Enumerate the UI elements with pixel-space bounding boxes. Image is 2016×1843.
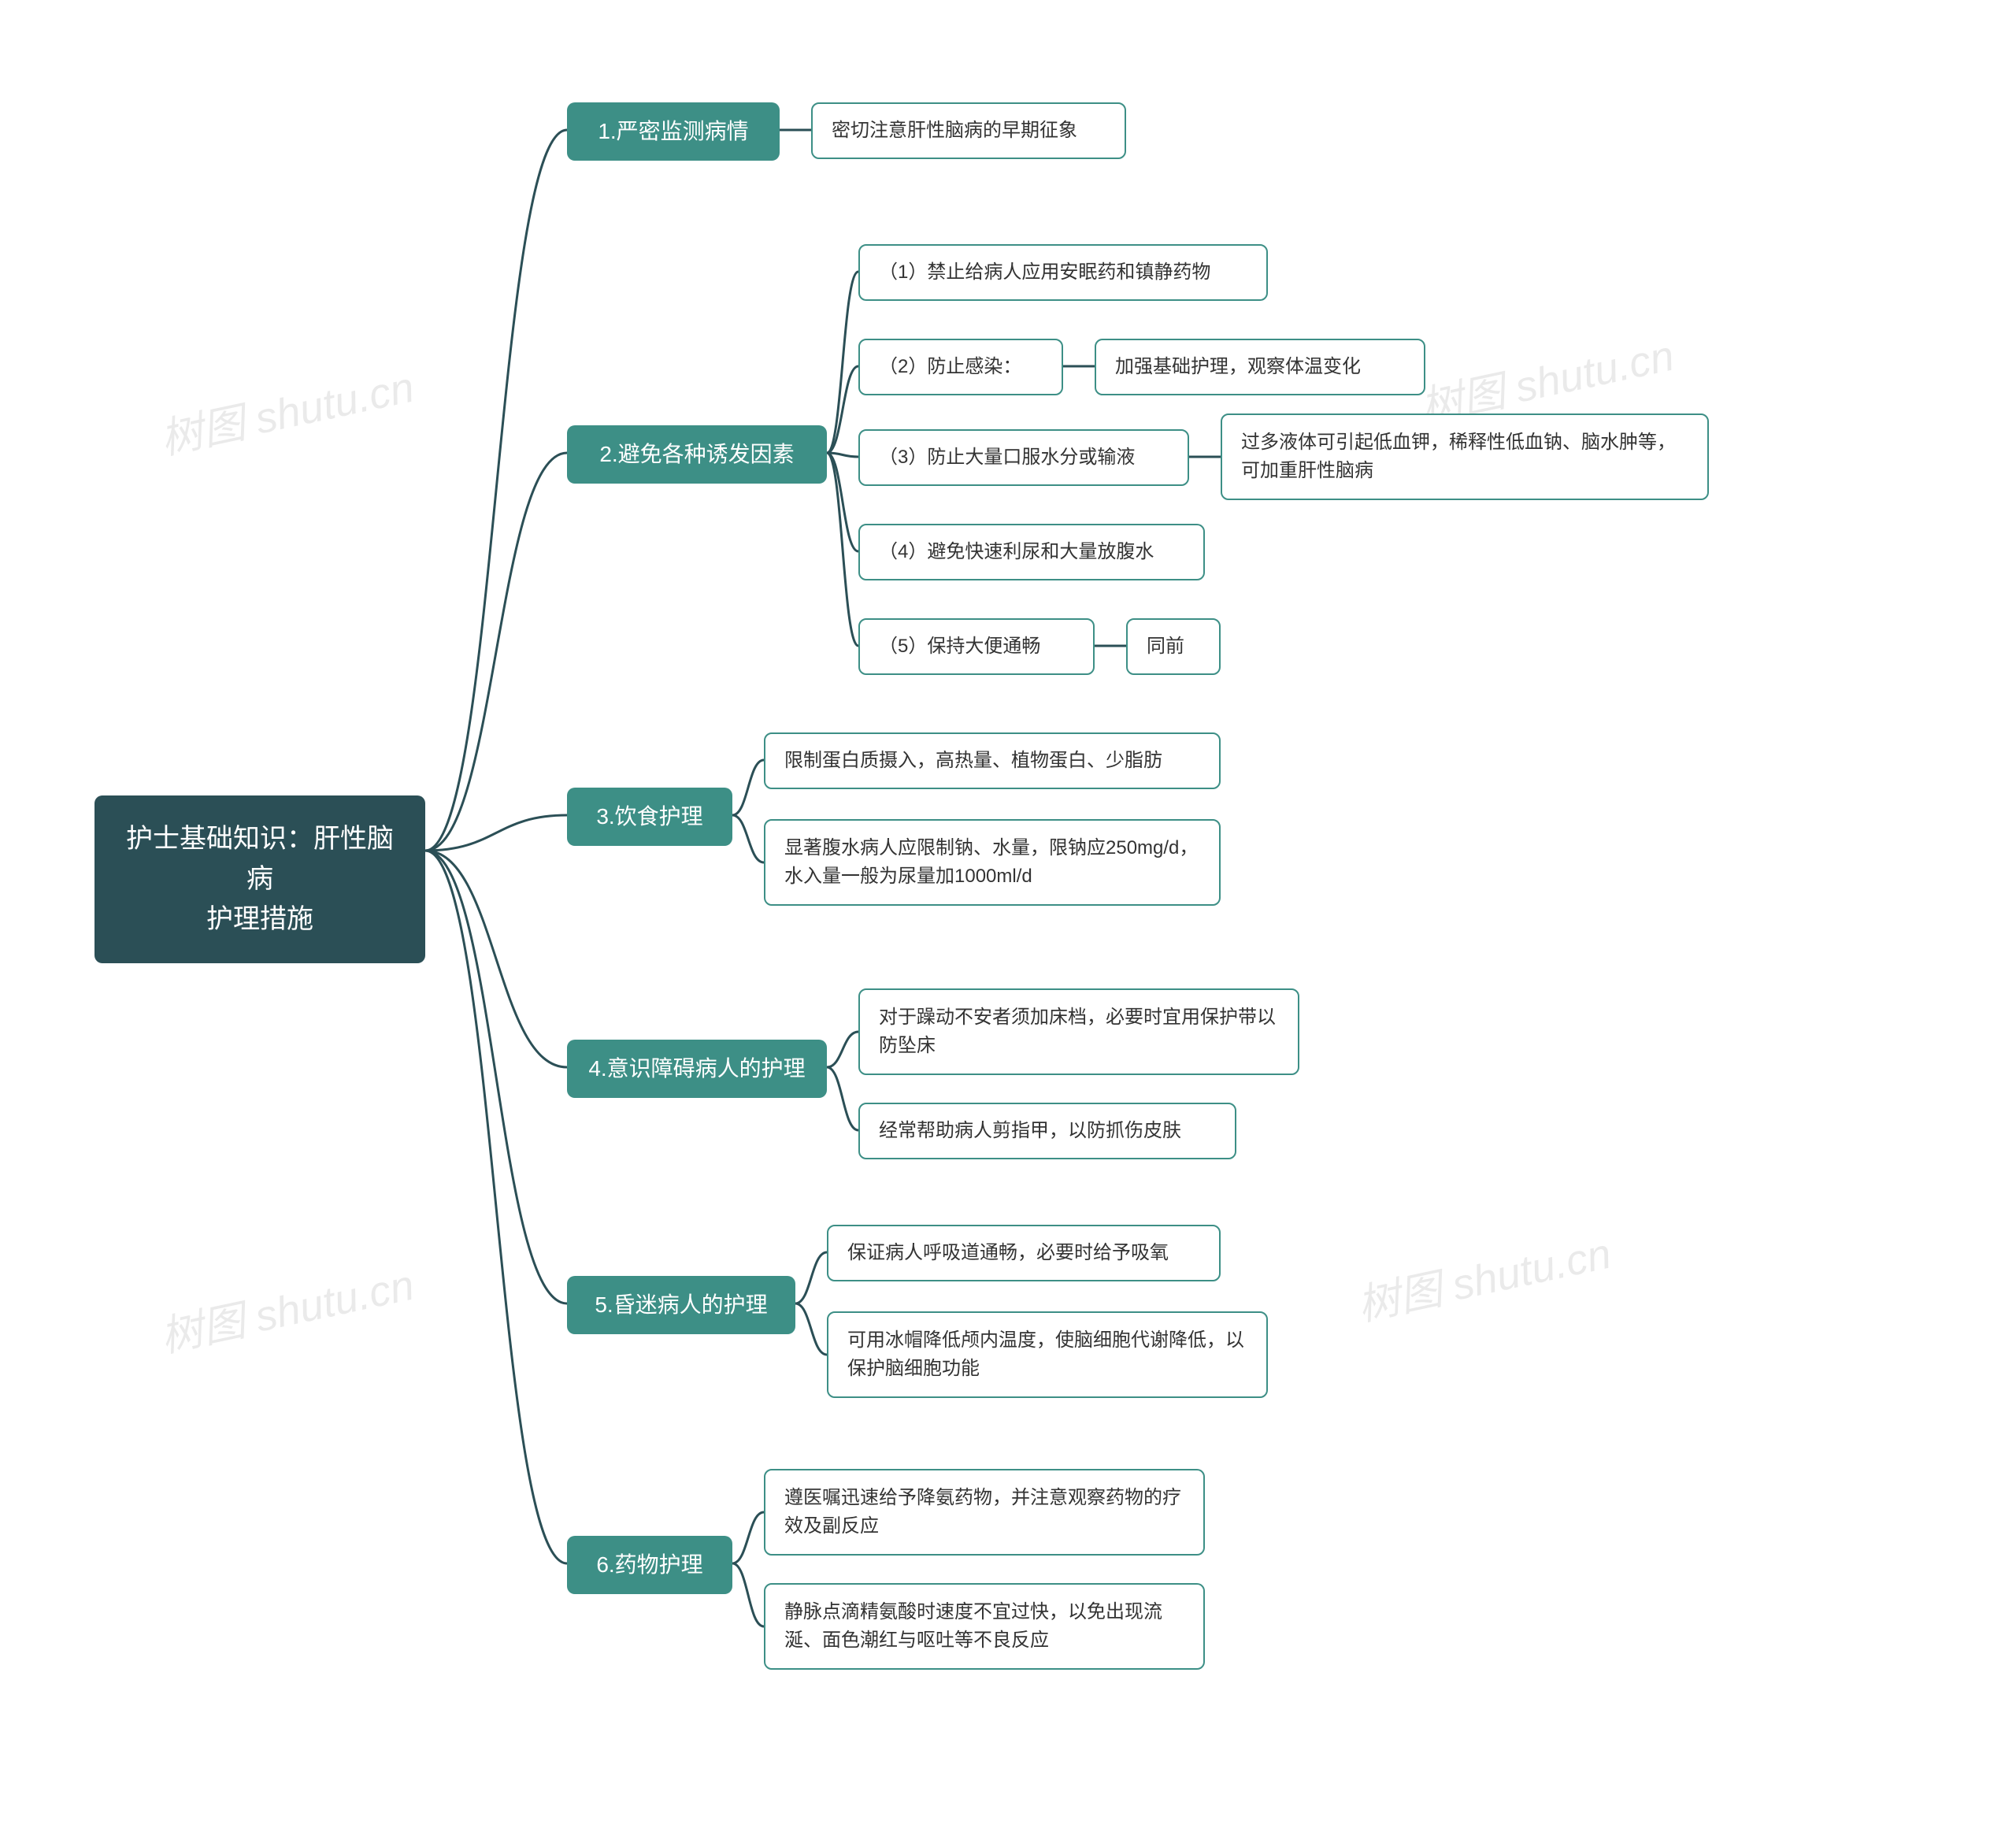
watermark: 树图 shutu.cn (154, 352, 418, 466)
watermark: 树图 shutu.cn (154, 1250, 418, 1364)
root-line1: 护士基础知识：肝性脑病 (113, 819, 406, 899)
watermark: 树图 shutu.cn (1351, 1218, 1615, 1333)
branch-2-child-5-sub: 同前 (1126, 618, 1221, 675)
branch-2-child-5: （5）保持大便通畅 (858, 618, 1095, 675)
branch-4-child-1: 对于躁动不安者须加床档，必要时宜用保护带以防坠床 (858, 988, 1299, 1075)
branch-4: 4.意识障碍病人的护理 (567, 1040, 827, 1098)
branch-6: 6.药物护理 (567, 1536, 732, 1594)
root-line2: 护理措施 (113, 899, 406, 940)
branch-2-child-2: （2）防止感染： (858, 339, 1063, 395)
branch-2-child-3: （3）防止大量口服水分或输液 (858, 429, 1189, 486)
branch-2-child-3-sub: 过多液体可引起低血钾，稀释性低血钠、脑水肿等，可加重肝性脑病 (1221, 413, 1709, 500)
branch-3-child-2: 显著腹水病人应限制钠、水量，限钠应250mg/d，水入量一般为尿量加1000ml… (764, 819, 1221, 906)
branch-5-child-1: 保证病人呼吸道通畅，必要时给予吸氧 (827, 1225, 1221, 1281)
branch-3: 3.饮食护理 (567, 788, 732, 846)
root-node: 护士基础知识：肝性脑病 护理措施 (94, 795, 425, 963)
branch-3-child-1: 限制蛋白质摄入，高热量、植物蛋白、少脂肪 (764, 732, 1221, 789)
branch-4-child-2: 经常帮助病人剪指甲，以防抓伤皮肤 (858, 1103, 1236, 1159)
branch-5-child-2: 可用冰帽降低颅内温度，使脑细胞代谢降低，以保护脑细胞功能 (827, 1311, 1268, 1398)
branch-5: 5.昏迷病人的护理 (567, 1276, 795, 1334)
branch-6-child-2: 静脉点滴精氨酸时速度不宜过快，以免出现流涎、面色潮红与呕吐等不良反应 (764, 1583, 1205, 1670)
branch-2-child-2-sub: 加强基础护理，观察体温变化 (1095, 339, 1425, 395)
branch-2-child-4: （4）避免快速利尿和大量放腹水 (858, 524, 1205, 580)
branch-1: 1.严密监测病情 (567, 102, 780, 161)
branch-6-child-1: 遵医嘱迅速给予降氨药物，并注意观察药物的疗效及副反应 (764, 1469, 1205, 1556)
branch-2-child-1: （1）禁止给病人应用安眠药和镇静药物 (858, 244, 1268, 301)
branch-1-child-1: 密切注意肝性脑病的早期征象 (811, 102, 1126, 159)
branch-2: 2.避免各种诱发因素 (567, 425, 827, 484)
